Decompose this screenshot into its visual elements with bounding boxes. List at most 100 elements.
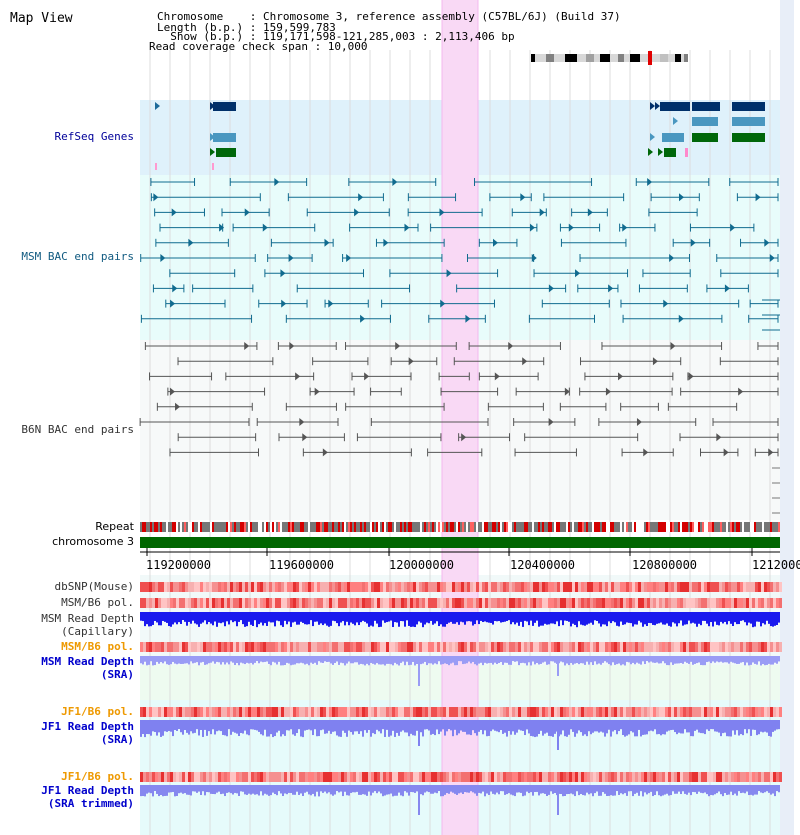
read-depth-bar [166,656,168,665]
repeat-segment [382,522,384,532]
read-depth-bar [742,720,744,736]
read-depth-bar [178,612,180,623]
read-depth-bar [496,785,498,793]
track-label-msm-b6-pol[interactable]: MSM/B6 pol. [61,596,134,609]
repeat-segment [372,522,374,532]
read-depth-bar [176,612,178,625]
read-depth-bar [760,612,762,627]
read-depth-bar [296,656,298,664]
polymorphism-segment [680,598,683,608]
read-depth-bar [278,656,280,662]
track-label-msm-read-depth-sra[interactable]: MSM Read Depth [41,655,134,668]
polymorphism-segment [527,772,530,782]
read-depth-bar [674,656,676,664]
polymorphism-segment [365,707,368,717]
read-depth-bar [724,612,726,622]
polymorphism-segment [686,582,689,592]
polymorphism-segment [461,707,464,717]
polymorphism-segment [434,772,437,782]
read-depth-bar [380,612,382,627]
read-depth-bar [532,720,534,737]
read-depth-bar [398,656,400,666]
read-depth-bar [604,612,606,625]
polymorphism-segment [605,707,608,717]
repeat-segment [370,522,372,532]
read-depth-bar [766,612,768,621]
read-depth-bar [452,612,454,624]
read-depth-bar [630,656,632,665]
polymorphism-segment [647,642,650,652]
repeat-segment [572,522,574,532]
polymorphism-segment [338,772,341,782]
read-depth-bar [150,612,152,627]
read-depth-bar [468,785,470,793]
polymorphism-segment [650,772,653,782]
read-depth-bar [456,612,458,623]
polymorphism-segment [518,707,521,717]
read-depth-bar [256,612,258,628]
track-label-jf1-read-depth-sra[interactable]: JF1 Read Depth [41,720,134,733]
polymorphism-segment [680,582,683,592]
read-depth-bar [524,612,526,621]
track-label-msm-bac-end-pairs[interactable]: MSM BAC end pairs [21,250,134,263]
polymorphism-segment [185,707,188,717]
polymorphism-segment [230,707,233,717]
b6n-bac-end-pair-end [408,357,414,366]
read-depth-bar [200,656,202,663]
polymorphism-segment [476,772,479,782]
read-depth-bar [718,720,720,733]
read-depth-bar [298,656,300,664]
polymorphism-segment [392,707,395,717]
read-depth-bar [450,612,452,622]
track-label-msm-b6-pol-sra[interactable]: MSM/B6 pol. [61,640,134,653]
refseq-gene [213,133,236,142]
polymorphism-segment [608,772,611,782]
polymorphism-segment [176,598,179,608]
repeat-segment [246,522,248,532]
msm-bac-end-pair-end [170,299,176,308]
polymorphism-segment [269,582,272,592]
track-label-jf1-b6-pol[interactable]: JF1/B6 pol. [61,705,134,718]
polymorphism-segment [656,582,659,592]
read-depth-bar [758,656,760,662]
read-depth-bar [406,785,408,793]
polymorphism-segment [764,642,767,652]
polymorphism-segment [584,707,587,717]
polymorphism-segment [389,772,392,782]
polymorphism-segment [761,707,764,717]
repeat-segment [366,522,368,532]
polymorphism-segment [173,772,176,782]
polymorphism-segment [389,642,392,652]
track-label-repeat[interactable]: Repeat [95,520,134,533]
read-depth-bar [750,612,752,624]
track-label-dbsnp[interactable]: dbSNP(Mouse) [54,580,134,593]
track-label-jf1-b6-pol-trimmed[interactable]: JF1/B6 pol. [61,770,134,783]
read-depth-bar [338,720,340,737]
track-label-chromosome[interactable]: chromosome 3 [52,535,134,548]
read-depth-bar [436,612,438,622]
repeat-segment [524,522,526,532]
track-label-jf1-read-depth-trimmed[interactable]: JF1 Read Depth [41,784,134,797]
read-depth-bar [710,785,712,795]
read-depth-bar [616,656,618,665]
read-depth-bar [368,612,370,627]
polymorphism-segment [311,772,314,782]
polymorphism-segment [206,598,209,608]
track-label-refseq-genes[interactable]: RefSeq Genes [54,130,134,143]
read-depth-bar [400,785,402,796]
read-depth-bar [382,656,384,665]
polymorphism-segment [767,598,770,608]
track-label-b6n-bac-end-pairs[interactable]: B6N BAC end pairs [21,423,134,436]
track-label-msm-read-depth-capillary[interactable]: MSM Read Depth [41,612,134,625]
read-depth-bar [296,720,298,734]
polymorphism-segment [752,772,755,782]
read-depth-bar [216,612,218,627]
read-depth-bar [142,656,144,665]
polymorphism-segment [554,642,557,652]
polymorphism-segment [332,772,335,782]
repeat-segment [336,522,338,532]
polymorphism-segment [593,707,596,717]
read-depth-bar [386,785,388,795]
polymorphism-segment [236,582,239,592]
